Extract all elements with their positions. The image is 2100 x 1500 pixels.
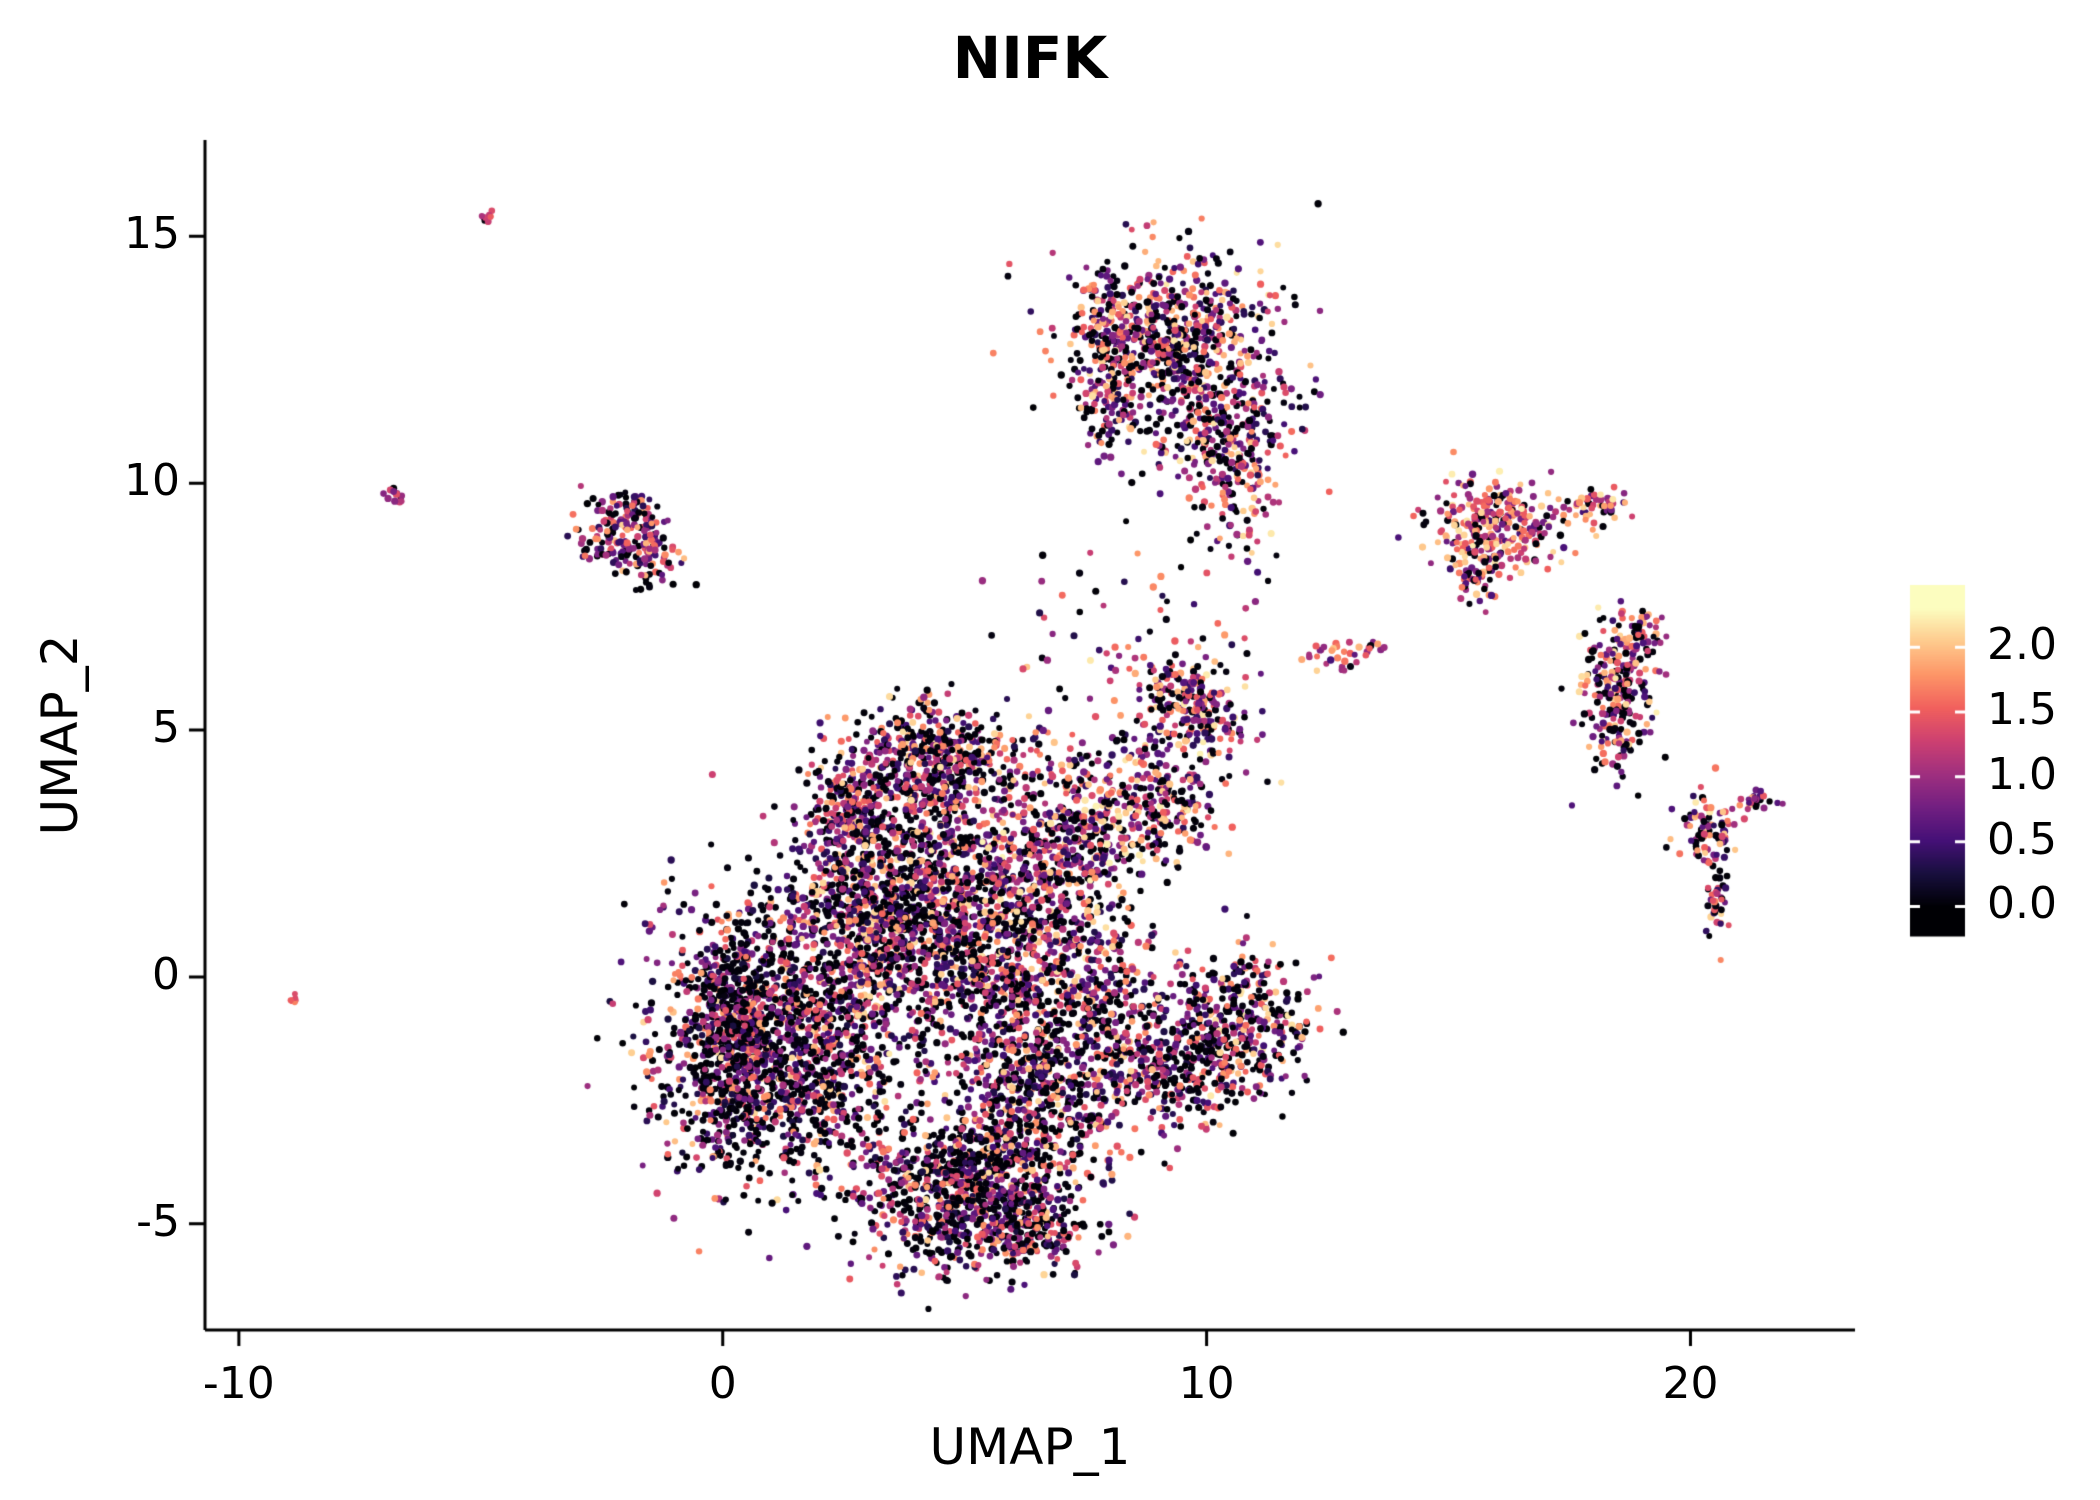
x-tick-label: 10 xyxy=(1178,1358,1235,1409)
y-tick-label: 5 xyxy=(152,702,180,754)
x-axis-title: UMAP_1 xyxy=(929,1418,1131,1476)
colorbar-tick-label: 1.5 xyxy=(1987,684,2057,736)
y-tick-label: -5 xyxy=(136,1195,180,1247)
plot-title: NIFK xyxy=(952,24,1108,92)
colorbar-tick-label: 0.0 xyxy=(1987,878,2057,930)
y-tick-label: 15 xyxy=(124,208,180,260)
x-tick-label: 0 xyxy=(708,1358,737,1409)
x-tick-label: -10 xyxy=(202,1358,275,1409)
x-tick-label: 20 xyxy=(1662,1358,1719,1409)
colorbar-tick-label: 2.0 xyxy=(1987,619,2057,671)
y-tick-label: 10 xyxy=(124,455,180,507)
colorbar-tick-label: 0.5 xyxy=(1987,813,2057,865)
y-tick-label: 0 xyxy=(152,948,180,1000)
colorbar-tick-label: 1.0 xyxy=(1987,748,2057,800)
